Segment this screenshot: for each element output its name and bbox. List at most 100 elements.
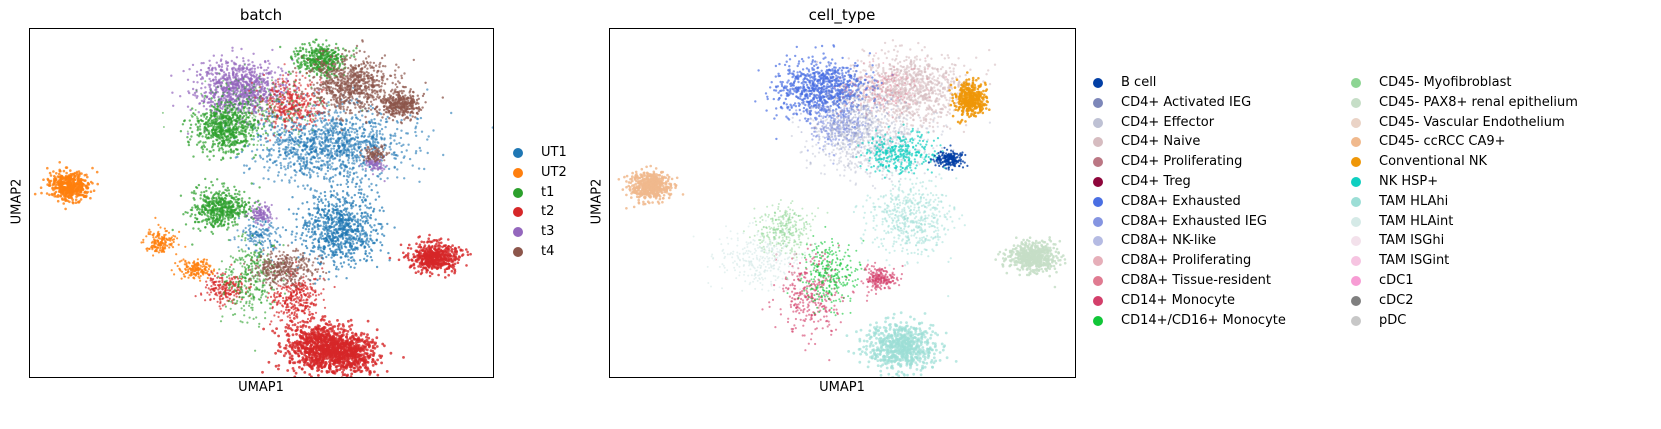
legend-marker xyxy=(1093,196,1103,207)
legend-label: UT1 xyxy=(541,145,567,160)
scatter-cluster xyxy=(617,164,685,210)
batch-scatter-canvas xyxy=(33,38,493,377)
legend-marker xyxy=(1093,256,1103,267)
legend-marker xyxy=(1093,236,1103,247)
legend-marker xyxy=(1093,78,1103,88)
scatter-cluster xyxy=(243,244,328,290)
scatter-cluster xyxy=(814,39,997,135)
legend-marker xyxy=(1351,196,1361,207)
legend-marker xyxy=(1351,236,1361,247)
scatter-cluster xyxy=(845,311,958,377)
scatter-cluster xyxy=(266,261,336,344)
legend-label: t2 xyxy=(541,204,555,220)
legend-marker xyxy=(1351,78,1361,88)
cell-type-scatter-plot xyxy=(609,28,1076,378)
legend-label: cDC2 xyxy=(1379,292,1414,308)
scatter-cluster xyxy=(754,44,894,141)
legend-label: UT2 xyxy=(541,164,567,180)
legend-label: CD45- Vascular Endothelium xyxy=(1379,114,1565,130)
legend-marker xyxy=(1093,177,1103,187)
legend-label: CD4+ Treg xyxy=(1121,174,1191,189)
legend-marker xyxy=(513,167,523,178)
scatter-cluster xyxy=(140,216,187,257)
legend-label: pDC xyxy=(1379,312,1407,328)
legend-marker xyxy=(1093,137,1103,148)
scatter-cluster xyxy=(793,62,908,164)
legend-marker xyxy=(513,227,523,238)
legend-label: TAM ISGhi xyxy=(1379,233,1445,249)
batch-x-axis-label: UMAP1 xyxy=(238,380,284,395)
legend-marker xyxy=(1093,157,1103,168)
legend-marker xyxy=(1351,315,1361,326)
legend-label: CD8A+ Exhausted IEG xyxy=(1121,213,1268,229)
legend-marker xyxy=(1093,117,1103,128)
batch-scatter-plot xyxy=(29,28,494,378)
legend-label: CD8A+ Exhausted xyxy=(1121,193,1241,209)
legend-marker xyxy=(513,247,523,257)
scatter-cluster xyxy=(171,177,261,246)
legend-label: cDC1 xyxy=(1379,273,1414,288)
scatter-cluster xyxy=(833,52,948,133)
scatter-cluster xyxy=(303,318,405,377)
legend-label: Conventional NK xyxy=(1379,154,1488,170)
legend-label: CD14+ Monocyte xyxy=(1121,292,1235,308)
legend-label: CD45- ccRCC CA9+ xyxy=(1379,134,1506,150)
legend-marker xyxy=(1093,216,1103,227)
legend-label: CD8A+ NK-like xyxy=(1121,233,1217,249)
scatter-cluster xyxy=(359,144,391,163)
scatter-cluster xyxy=(851,261,904,295)
cell-type-plot-title: cell_type xyxy=(808,6,876,24)
legend-label: CD8A+ Proliferating xyxy=(1121,253,1252,269)
legend-marker xyxy=(1351,295,1361,306)
legend-label: CD45- Myofibroblast xyxy=(1379,75,1512,90)
legend-label: TAM HLAint xyxy=(1379,213,1454,229)
legend-label: CD4+ Activated IEG xyxy=(1121,94,1252,110)
scatter-cluster xyxy=(742,199,829,259)
scatter-cluster xyxy=(855,123,946,179)
legend-marker xyxy=(1093,276,1103,286)
legend-marker xyxy=(1351,276,1361,286)
scatter-cluster xyxy=(388,233,472,279)
scatter-cluster xyxy=(229,216,297,262)
legend-label: t3 xyxy=(541,224,555,240)
legend-label: TAM HLAhi xyxy=(1379,193,1449,209)
batch-y-axis-label: UMAP2 xyxy=(9,178,25,225)
legend-marker xyxy=(513,207,523,218)
legend-marker xyxy=(513,148,523,158)
legend-label: B cell xyxy=(1121,75,1157,90)
legend-label: CD4+ Proliferating xyxy=(1121,154,1243,170)
legend-marker xyxy=(1351,137,1361,148)
legend-label: t4 xyxy=(541,244,555,259)
legend-marker xyxy=(1093,97,1103,108)
legend-marker xyxy=(513,187,523,198)
cell-type-x-axis-label: UMAP1 xyxy=(819,380,865,395)
cell-type-scatter-canvas xyxy=(617,39,1067,377)
legend-label: CD14+/CD16+ Monocyte xyxy=(1121,312,1286,328)
batch-legend: UT1 UT2 t1 t2 t3 t4 xyxy=(513,143,603,263)
legend-marker xyxy=(1351,256,1361,267)
legend-marker xyxy=(1093,315,1103,326)
scatter-cluster xyxy=(994,236,1067,289)
cell-type-y-axis-label: UMAP2 xyxy=(589,178,605,225)
scatter-cluster xyxy=(170,258,216,282)
legend-marker xyxy=(1351,177,1361,187)
scatter-cluster xyxy=(786,225,866,317)
scatter-cluster xyxy=(927,144,969,171)
scatter-cluster xyxy=(161,63,364,149)
scatter-cluster xyxy=(948,71,991,125)
scatter-cluster xyxy=(371,81,444,125)
legend-label: CD45- PAX8+ renal epithelium xyxy=(1379,94,1578,110)
scatter-cluster xyxy=(852,168,966,298)
scatter-cluster xyxy=(692,219,819,292)
scatter-cluster xyxy=(220,86,493,205)
scatter-cluster xyxy=(33,161,99,211)
legend-label: CD8A+ Tissue-resident xyxy=(1121,273,1271,288)
legend-label: CD4+ Naive xyxy=(1121,134,1201,150)
legend-label: TAM ISGint xyxy=(1379,253,1450,269)
scatter-cluster xyxy=(278,166,396,285)
legend-label: CD4+ Effector xyxy=(1121,114,1215,130)
legend-marker xyxy=(1093,295,1103,306)
cell-type-legend: B cell CD4+ Activated IEG CD4+ Effector CD4… xyxy=(1093,73,1653,338)
batch-plot-title: batch xyxy=(239,6,283,24)
legend-label: NK HSP+ xyxy=(1379,174,1439,189)
